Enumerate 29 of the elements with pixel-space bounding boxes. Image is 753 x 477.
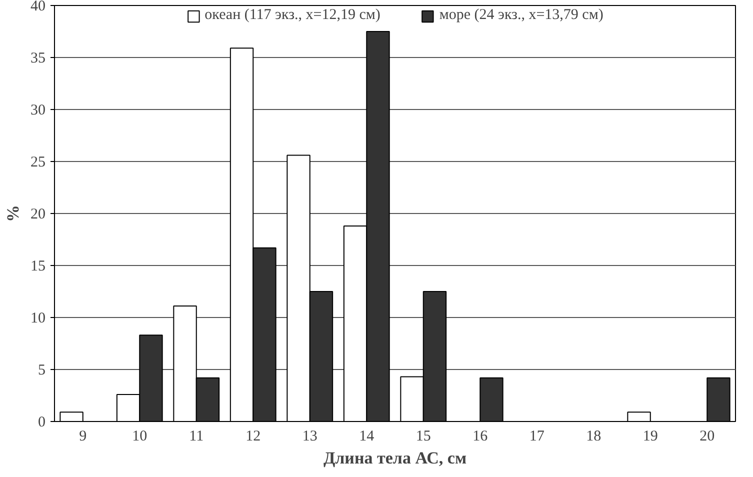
x-tick-label: 13	[302, 428, 318, 444]
x-tick-label: 12	[246, 428, 261, 444]
x-tick-label: 20	[700, 428, 715, 444]
y-tick-label: 35	[30, 50, 46, 66]
bar	[706, 377, 730, 422]
x-tick-label: 14	[359, 428, 375, 444]
y-tick-label: 25	[30, 154, 46, 170]
y-tick-label: 10	[30, 310, 46, 326]
y-tick-label: 5	[38, 362, 46, 378]
x-axis-title: Длина тела АС, см	[323, 448, 467, 468]
y-tick-label: 40	[30, 0, 46, 14]
x-tick-label: 9	[79, 428, 87, 444]
x-tick-label: 15	[416, 428, 431, 444]
bar	[480, 377, 504, 422]
x-tick-label: 19	[642, 428, 658, 444]
y-tick-label: 20	[30, 206, 46, 222]
x-tick-label: 11	[189, 428, 204, 444]
bar	[627, 412, 651, 422]
y-tick-label: 0	[38, 414, 46, 430]
legend-label: океан (117 экз., x=12,19 см)	[204, 7, 380, 24]
y-axis-title: %	[4, 205, 22, 222]
x-tick-label: 17	[529, 428, 545, 444]
x-tick-label: 18	[586, 428, 602, 444]
legend-label: море (24 экз., x=13,79 см)	[439, 7, 604, 24]
bar	[60, 412, 84, 422]
y-tick-label: 15	[30, 258, 46, 274]
y-tick-label: 30	[30, 102, 46, 118]
x-tick-label: 10	[132, 428, 148, 444]
x-tick-label: 16	[472, 428, 488, 444]
